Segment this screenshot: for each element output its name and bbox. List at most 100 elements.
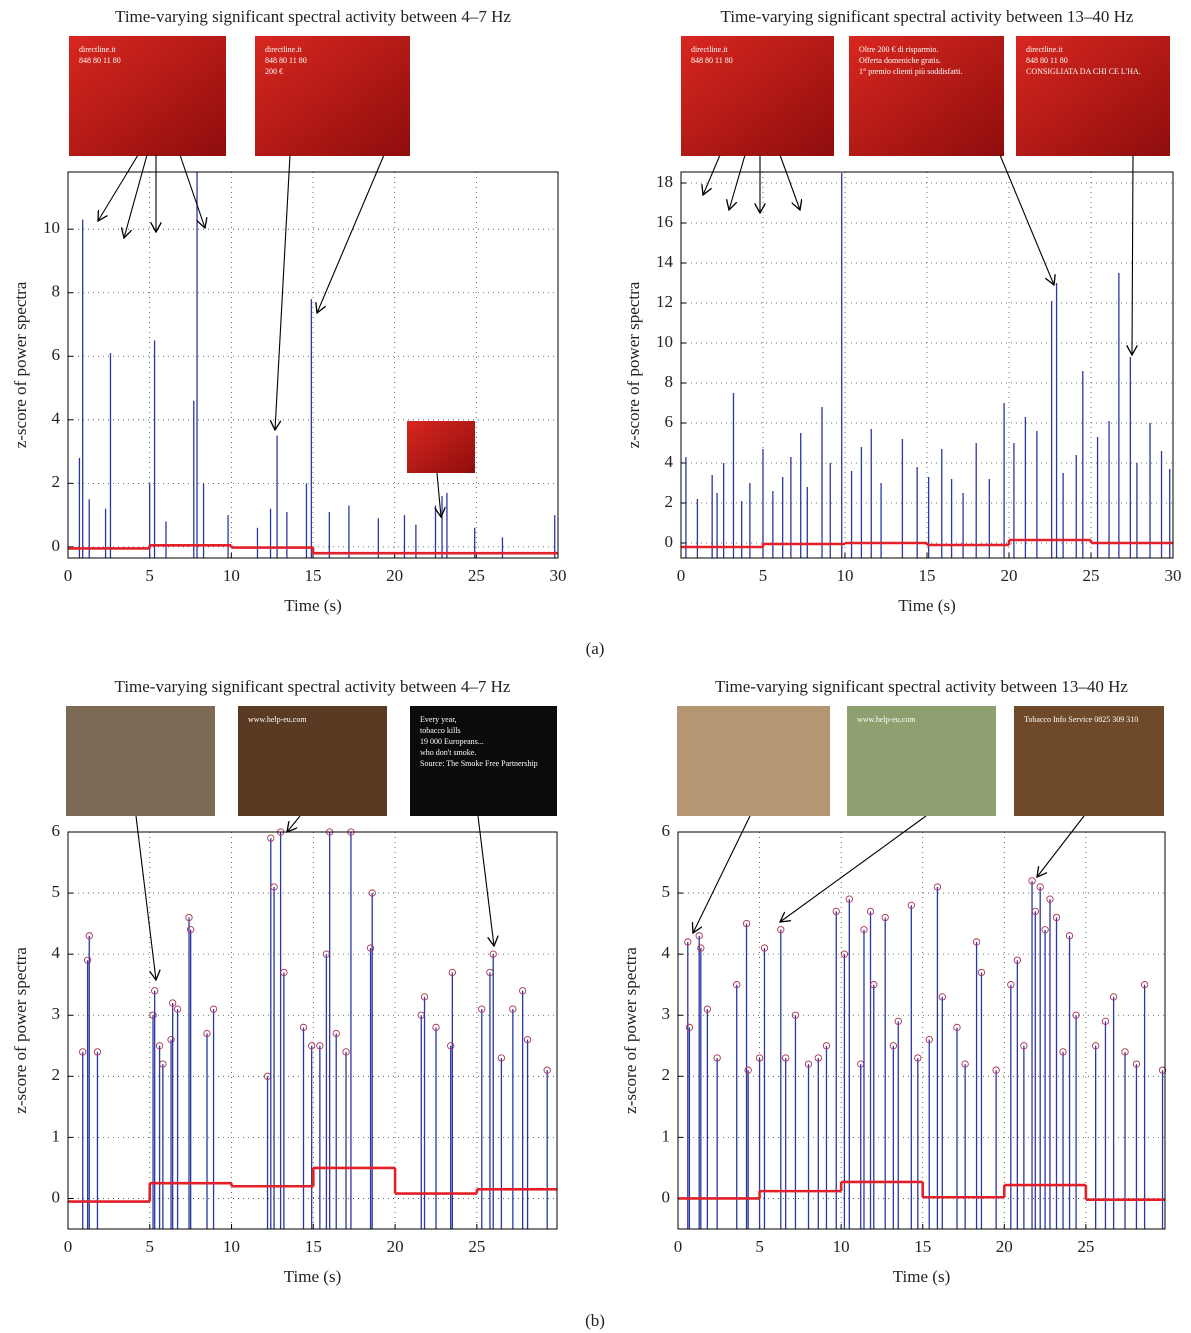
thumbnail [407, 421, 475, 473]
annotation-arrow [729, 155, 745, 210]
x-tick-label: 5 [146, 1237, 155, 1256]
x-tick-label: 10 [223, 566, 240, 585]
y-tick-label: 10 [43, 218, 60, 237]
plot-frame [678, 832, 1165, 1229]
annotation-arrow [180, 155, 205, 228]
chart-title: Time-varying significant spectral activi… [721, 7, 1134, 26]
thumbnail-text: directline.it [79, 45, 116, 54]
thumbnail-text: directline.it [265, 45, 302, 54]
thumbnail-text: directline.it [1026, 45, 1063, 54]
thumbnail [1016, 36, 1170, 156]
x-tick-label: 0 [674, 1237, 683, 1256]
x-tick-label: 10 [837, 566, 854, 585]
thumbnail-text: Oltre 200 € di risparmio. [859, 45, 938, 54]
panel-label: (a) [586, 639, 605, 658]
annotation-arrow [317, 155, 384, 313]
annotation-arrow [287, 816, 300, 832]
thumbnail-text: Tobacco Info Service 0825 309 310 [1024, 715, 1138, 724]
plot-frame [68, 172, 558, 558]
annotation-arrow [780, 155, 800, 210]
y-tick-label: 1 [52, 1126, 61, 1145]
thumbnail-text: 848 80 11 80 [1026, 56, 1068, 65]
thumbnail [255, 36, 410, 156]
thumbnail [677, 706, 830, 816]
y-tick-label: 0 [665, 532, 674, 551]
x-tick-label: 5 [759, 566, 768, 585]
y-tick-label: 0 [52, 536, 61, 555]
y-tick-label: 2 [665, 492, 674, 511]
x-tick-label: 5 [145, 566, 154, 585]
thumbnail-text: 848 80 11 80 [265, 56, 307, 65]
x-tick-label: 20 [1001, 566, 1018, 585]
thumbnail-text: 200 € [265, 67, 283, 76]
y-tick-label: 2 [52, 1065, 61, 1084]
x-tick-label: 20 [996, 1237, 1013, 1256]
x-tick-label: 0 [677, 566, 686, 585]
annotation-arrow [124, 155, 147, 238]
x-tick-label: 15 [919, 566, 936, 585]
annotation-arrow [1037, 816, 1084, 877]
y-tick-label: 6 [52, 821, 61, 840]
y-tick-label: 8 [52, 282, 61, 301]
x-tick-label: 25 [468, 1237, 485, 1256]
y-tick-label: 3 [52, 1004, 61, 1023]
x-tick-label: 30 [550, 566, 567, 585]
y-tick-label: 5 [52, 882, 61, 901]
chart-title: Time-varying significant spectral activi… [115, 677, 511, 696]
y-tick-label: 4 [662, 943, 671, 962]
y-tick-label: 4 [52, 409, 61, 428]
panel-label: (b) [585, 1311, 605, 1330]
y-tick-label: 10 [656, 332, 673, 351]
thumbnail-text: tobacco kills [420, 726, 461, 735]
x-tick-label: 5 [755, 1237, 764, 1256]
y-tick-label: 6 [665, 412, 674, 431]
y-tick-label: 4 [665, 452, 674, 471]
x-axis-label: Time (s) [898, 596, 955, 615]
x-tick-label: 25 [1077, 1237, 1094, 1256]
annotation-arrow [703, 155, 720, 195]
x-tick-label: 15 [305, 566, 322, 585]
thumbnail [69, 36, 226, 156]
thumbnail-text: 848 80 11 80 [79, 56, 121, 65]
thumbnail-text: who don't smoke. [420, 748, 476, 757]
annotation-arrow [136, 816, 156, 980]
x-tick-label: 0 [64, 1237, 73, 1256]
thumbnail [849, 36, 1004, 156]
y-tick-label: 1 [662, 1126, 671, 1145]
thumbnail [681, 36, 834, 156]
annotation-arrow [1000, 155, 1054, 285]
figure: (a) (b) Time-varying significant spectra… [0, 0, 1191, 1333]
y-tick-label: 2 [662, 1065, 671, 1084]
thumbnail-text: 1° premio clienti più soddisfatti. [859, 67, 962, 76]
y-tick-label: 3 [662, 1004, 671, 1023]
x-axis-label: Time (s) [284, 1267, 341, 1286]
x-tick-label: 15 [914, 1237, 931, 1256]
y-axis-label: z-score of power spectra [11, 281, 30, 448]
x-axis-label: Time (s) [893, 1267, 950, 1286]
thumbnail-text: www.help-eu.com [248, 715, 307, 724]
thumbnail-text: Offerta domeniche gratis. [859, 56, 941, 65]
thumbnail-text: Every year, [420, 715, 457, 724]
y-axis-label: z-score of power spectra [624, 281, 643, 448]
annotation-arrow [1132, 155, 1133, 355]
annotation-arrow [693, 816, 750, 933]
y-tick-label: 16 [656, 212, 673, 231]
y-axis-label: z-score of power spectra [621, 947, 640, 1114]
thumbnail [66, 706, 215, 816]
y-tick-label: 12 [656, 292, 673, 311]
thumbnail-text: 19 000 Europeans... [420, 737, 484, 746]
x-tick-label: 10 [833, 1237, 850, 1256]
x-tick-label: 20 [387, 1237, 404, 1256]
x-tick-label: 20 [386, 566, 403, 585]
chart-title: Time-varying significant spectral activi… [715, 677, 1128, 696]
thumbnail-text: directline.it [691, 45, 728, 54]
chart-title: Time-varying significant spectral activi… [115, 7, 511, 26]
y-tick-label: 0 [52, 1187, 61, 1206]
annotation-arrow [478, 816, 494, 946]
thumbnail-text: 848 80 11 80 [691, 56, 733, 65]
y-tick-label: 2 [52, 472, 61, 491]
y-tick-label: 6 [662, 821, 671, 840]
x-tick-label: 25 [1083, 566, 1100, 585]
y-tick-label: 18 [656, 172, 673, 191]
y-tick-label: 5 [662, 882, 671, 901]
